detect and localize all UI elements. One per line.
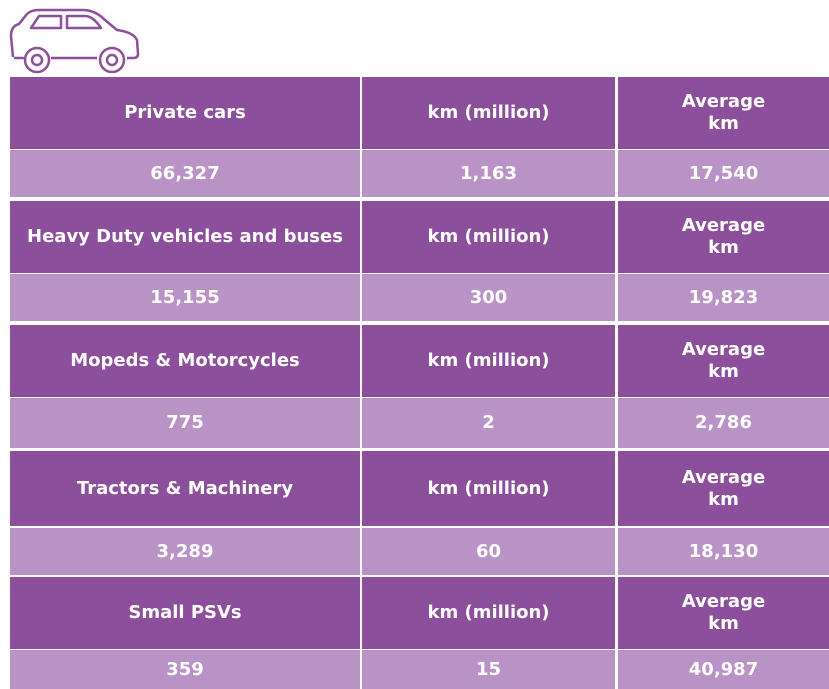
value-cell: 40,987 [618, 650, 829, 689]
cell-text: Average km [681, 339, 766, 382]
cell-text: km (million) [427, 602, 550, 623]
cell-text: 17,540 [688, 162, 759, 184]
cell-text: km (million) [427, 477, 550, 499]
header-cell: Tractors & Machinery [10, 451, 360, 526]
cell-text: km (million) [427, 102, 550, 123]
cell-text: Average km [681, 466, 766, 510]
header-cell: Small PSVs [10, 577, 360, 649]
cell-text: 775 [166, 412, 204, 433]
header-cell: Private cars [10, 77, 360, 149]
cell-text: 15,155 [150, 286, 220, 308]
header-cell: km (million) [362, 201, 615, 273]
value-cell: 66,327 [10, 150, 360, 197]
cell-text: 1,163 [460, 162, 517, 184]
value-cell: 1,163 [362, 150, 615, 197]
cell-text: Small PSVs [128, 602, 242, 623]
cell-text: Average km [681, 91, 766, 134]
value-cell: 15 [362, 650, 615, 689]
header-cell: Average km [618, 77, 829, 149]
cell-text: 19,823 [688, 286, 759, 308]
value-cell: 300 [362, 274, 615, 321]
cell-text: 359 [166, 658, 204, 680]
cell-text: Mopeds & Motorcycles [70, 350, 300, 371]
cell-text: 300 [469, 286, 508, 308]
value-cell: 775 [10, 398, 360, 448]
header-cell: km (million) [362, 451, 615, 526]
value-cell: 17,540 [618, 150, 829, 197]
header-cell: km (million) [362, 77, 615, 149]
car-icon [9, 8, 140, 74]
header-cell: Mopeds & Motorcycles [10, 325, 360, 397]
cell-text: 66,327 [150, 162, 220, 184]
value-cell: 3,289 [10, 528, 360, 575]
cell-text: 15 [475, 658, 502, 680]
value-cell: 2 [362, 398, 615, 448]
header-cell: Average km [618, 201, 829, 273]
value-cell: 2,786 [618, 398, 829, 448]
header-cell: km (million) [362, 577, 615, 649]
cell-text: km (million) [427, 226, 550, 247]
cell-text: km (million) [427, 350, 550, 371]
value-cell: 359 [10, 650, 360, 689]
cell-text: 40,987 [688, 658, 759, 680]
header-cell: Heavy Duty vehicles and buses [10, 201, 360, 273]
value-cell: 18,130 [618, 528, 829, 575]
cell-text: 3,289 [156, 540, 214, 562]
cell-text: 2,786 [695, 412, 752, 433]
value-cell: 19,823 [618, 274, 829, 321]
value-cell: 60 [362, 528, 615, 575]
header-cell: Average km [618, 451, 829, 526]
value-cell: 15,155 [10, 274, 360, 321]
header-cell: Average km [618, 325, 829, 397]
cell-text: 2 [482, 412, 495, 433]
cell-text: Heavy Duty vehicles and buses [27, 226, 343, 247]
cell-text: Tractors & Machinery [76, 477, 294, 499]
cell-text: Private cars [124, 102, 246, 123]
cell-text: 60 [475, 540, 502, 562]
cell-text: Average km [681, 215, 766, 258]
header-cell: km (million) [362, 325, 615, 397]
cell-text: Average km [681, 591, 766, 634]
cell-text: 18,130 [688, 540, 759, 562]
header-cell: Average km [618, 577, 829, 649]
